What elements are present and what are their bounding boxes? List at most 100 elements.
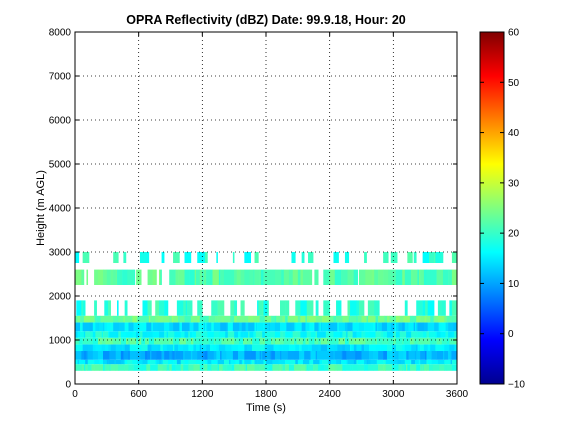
heat-cell <box>226 364 229 371</box>
heat-cell <box>379 269 384 285</box>
heat-cell <box>92 344 96 351</box>
heat-cell <box>115 364 119 371</box>
heat-cell <box>174 344 179 351</box>
heat-cell <box>185 300 188 316</box>
heat-cell <box>395 331 400 338</box>
heat-cell <box>81 300 83 316</box>
heat-cell <box>235 359 240 365</box>
heat-cell <box>133 364 136 371</box>
heat-cell <box>145 351 148 360</box>
y-tick-label: 5000 <box>49 160 72 171</box>
heat-cell <box>276 315 280 323</box>
heat-cell <box>217 315 222 323</box>
heat-cell <box>336 337 339 345</box>
heat-cell <box>230 269 235 285</box>
heat-cell <box>356 315 358 323</box>
heat-cell <box>110 364 117 371</box>
heat-cell <box>160 344 164 351</box>
heat-cell <box>404 269 412 285</box>
heat-cell <box>85 364 89 371</box>
heat-cell <box>451 351 457 360</box>
heat-cell <box>232 322 240 332</box>
heat-cell <box>408 351 416 360</box>
heat-cell <box>426 269 431 285</box>
x-tick-label: 0 <box>72 389 78 400</box>
heat-cell <box>223 269 231 285</box>
heat-cell <box>264 322 269 332</box>
heat-cell <box>128 322 134 332</box>
heat-cell <box>300 351 305 360</box>
heat-cell <box>176 359 181 365</box>
heat-cell <box>234 337 239 345</box>
heat-cell <box>367 364 374 371</box>
heat-cell <box>239 337 244 345</box>
heat-cell <box>248 331 250 338</box>
heat-cell <box>439 322 443 332</box>
heat-cell <box>420 364 422 371</box>
heat-cell <box>338 322 343 332</box>
heat-cell <box>451 269 457 285</box>
heat-cell <box>356 351 362 360</box>
heat-cell <box>262 344 266 351</box>
heat-cell <box>162 315 170 323</box>
heat-cell <box>123 252 127 263</box>
heat-cell <box>159 300 165 316</box>
heat-cell <box>378 351 384 360</box>
y-tick-label: 8000 <box>49 28 72 39</box>
heat-cell <box>259 364 266 371</box>
heat-cell <box>83 331 86 338</box>
heat-cell <box>183 364 189 371</box>
heat-cell <box>281 269 285 285</box>
heat-cell <box>106 364 110 371</box>
heat-cell <box>378 364 384 371</box>
heat-cell <box>306 300 313 316</box>
heat-cell <box>309 252 314 263</box>
heat-cell <box>123 315 125 323</box>
heat-cell <box>426 351 429 360</box>
heat-cell <box>193 344 197 351</box>
heat-cell <box>291 322 295 332</box>
heat-cell <box>427 322 435 332</box>
heat-cell <box>404 322 407 332</box>
heat-cell <box>297 331 301 338</box>
heat-cell <box>248 322 255 332</box>
heat-cell <box>435 331 437 338</box>
heat-cell <box>378 269 380 285</box>
heat-cell <box>308 252 310 263</box>
heat-cell <box>448 269 453 285</box>
heat-cell <box>352 364 358 371</box>
heat-cell <box>254 364 260 371</box>
heat-cell <box>267 300 269 316</box>
heat-cell <box>99 364 104 371</box>
heat-cell <box>318 364 322 371</box>
heat-cell <box>423 269 427 285</box>
heat-cell <box>444 364 448 371</box>
heat-cell <box>173 252 180 263</box>
heat-cell <box>285 315 288 323</box>
heat-cell <box>160 269 162 285</box>
heat-cell <box>240 300 245 316</box>
heat-cell <box>297 359 304 365</box>
heat-cell <box>372 315 376 323</box>
heat-cell <box>330 359 337 365</box>
heat-cell <box>339 331 343 338</box>
heat-cell <box>441 337 448 345</box>
heat-cell <box>225 364 227 371</box>
heat-cell <box>138 331 141 338</box>
heat-cell <box>82 252 90 263</box>
heat-cell <box>127 359 133 365</box>
heat-cell <box>431 359 439 365</box>
heat-cell <box>409 315 413 323</box>
heat-cell <box>437 359 445 365</box>
heat-cell <box>420 344 425 351</box>
heat-cell <box>136 331 139 338</box>
x-tick-label: 2400 <box>319 389 342 400</box>
heat-cell <box>243 337 248 345</box>
heat-cell <box>164 300 169 316</box>
heat-cell <box>255 331 263 338</box>
heat-cell <box>336 359 341 365</box>
heat-cell <box>127 269 134 285</box>
heat-cell <box>451 300 457 316</box>
heat-cell <box>295 300 301 316</box>
heat-cell <box>392 344 397 351</box>
